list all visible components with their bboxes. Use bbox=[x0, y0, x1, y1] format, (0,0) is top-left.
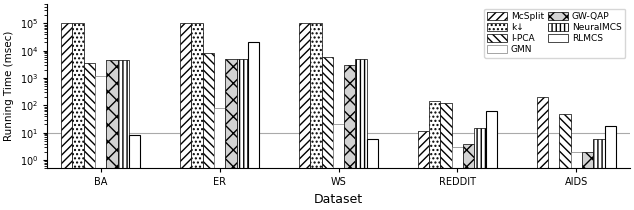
Bar bbox=[180, 23, 191, 210]
Bar bbox=[61, 23, 72, 210]
Bar bbox=[129, 135, 140, 210]
Bar bbox=[367, 139, 378, 210]
Bar bbox=[605, 126, 616, 210]
Bar bbox=[299, 23, 310, 210]
Bar bbox=[333, 125, 344, 210]
Bar bbox=[537, 97, 548, 210]
Bar bbox=[571, 152, 582, 210]
Legend: McSplit, k↓, I-PCA, GMN, GW-QAP, NeuralMCS, RLMCS: McSplit, k↓, I-PCA, GMN, GW-QAP, NeuralM… bbox=[484, 9, 625, 58]
Bar bbox=[225, 59, 236, 210]
Bar bbox=[72, 23, 84, 210]
Bar bbox=[582, 152, 593, 210]
Bar bbox=[474, 128, 486, 210]
Bar bbox=[356, 59, 367, 210]
Bar bbox=[344, 65, 356, 210]
Bar bbox=[214, 108, 225, 210]
Bar bbox=[593, 139, 605, 210]
Bar bbox=[463, 144, 474, 210]
Bar bbox=[95, 76, 107, 210]
Bar bbox=[441, 103, 452, 210]
Bar bbox=[191, 23, 203, 210]
X-axis label: Dataset: Dataset bbox=[314, 193, 363, 206]
Bar bbox=[236, 59, 248, 210]
Bar bbox=[107, 60, 118, 210]
Bar bbox=[248, 42, 259, 210]
Bar bbox=[118, 60, 129, 210]
Bar bbox=[452, 147, 463, 210]
Bar bbox=[418, 130, 429, 210]
Bar bbox=[203, 53, 214, 210]
Bar bbox=[321, 57, 333, 210]
Bar bbox=[310, 23, 321, 210]
Bar bbox=[486, 111, 497, 210]
Bar bbox=[559, 114, 571, 210]
Bar bbox=[429, 101, 441, 210]
Y-axis label: Running Time (msec): Running Time (msec) bbox=[4, 31, 14, 141]
Bar bbox=[84, 63, 95, 210]
